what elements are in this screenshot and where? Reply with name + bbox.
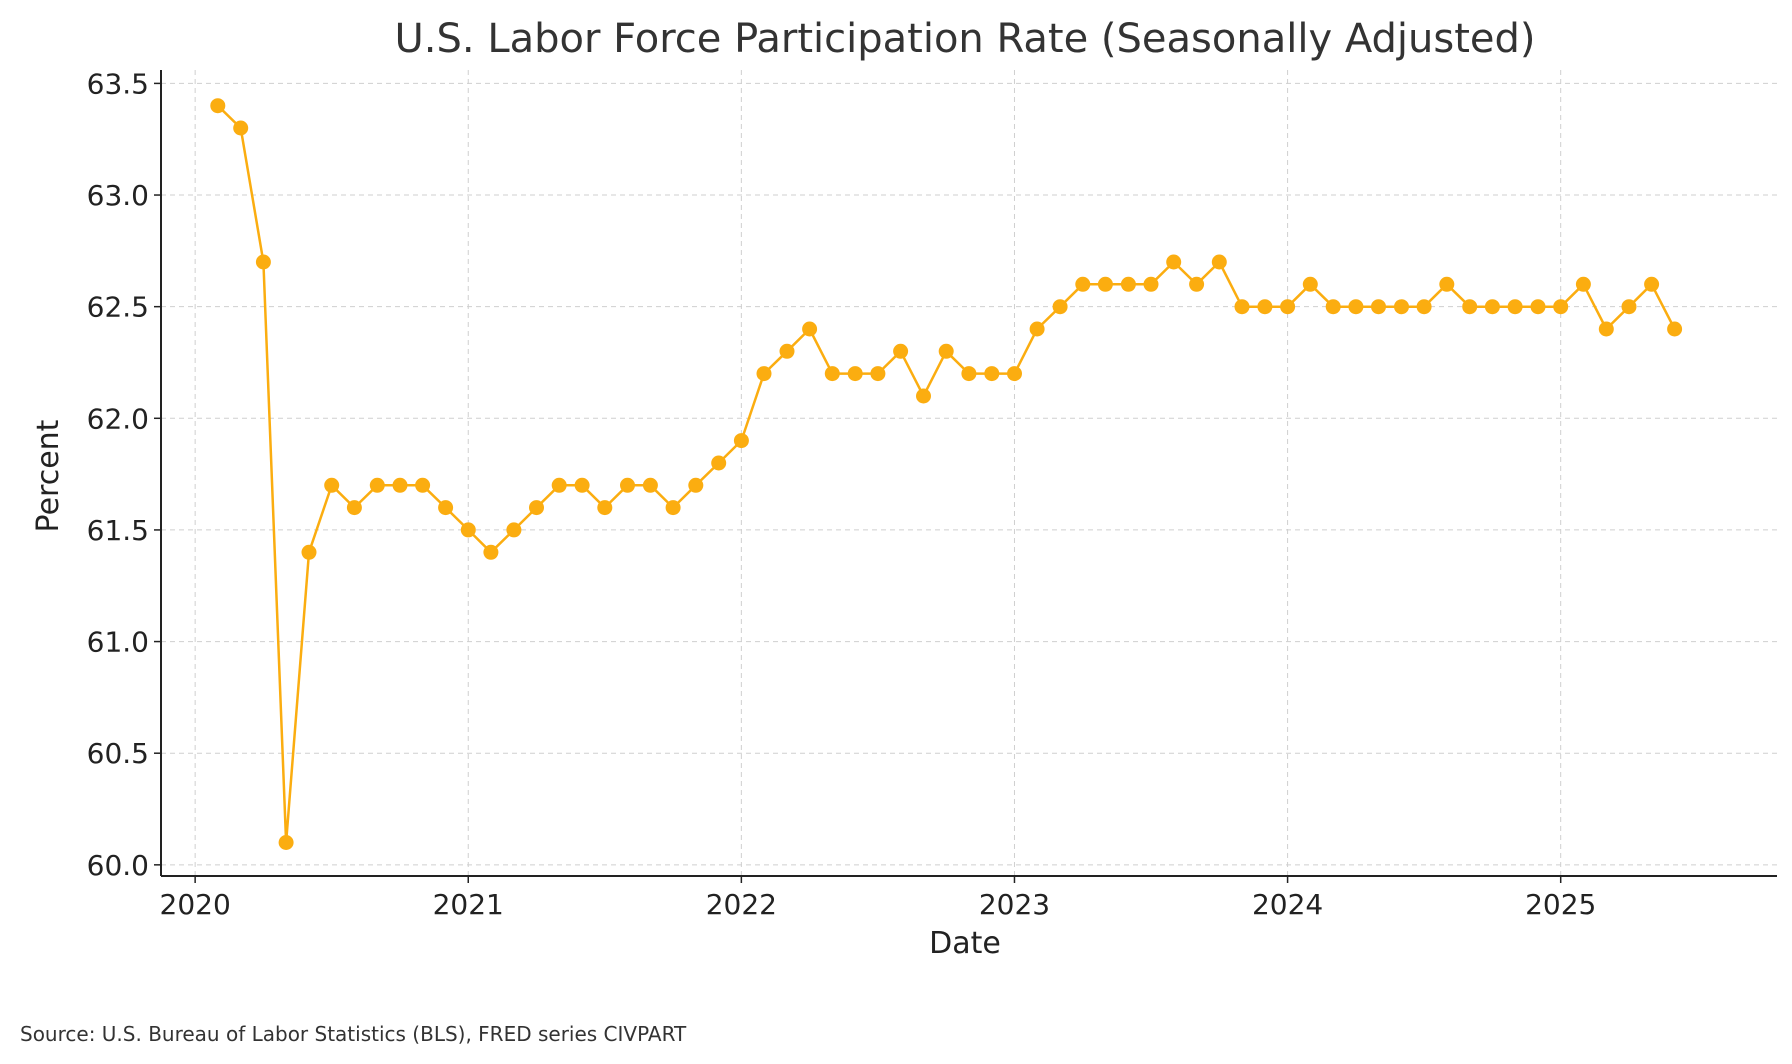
data-point bbox=[1530, 299, 1546, 315]
data-point bbox=[984, 366, 1000, 382]
data-point bbox=[210, 98, 226, 114]
y-tick-label: 61.0 bbox=[87, 626, 149, 659]
data-point bbox=[483, 544, 499, 560]
x-tick-label: 2022 bbox=[706, 888, 777, 921]
y-tick-label: 61.5 bbox=[87, 514, 149, 547]
y-tick-label: 62.5 bbox=[87, 291, 149, 324]
data-point bbox=[1166, 254, 1182, 270]
data-point bbox=[1302, 276, 1318, 292]
data-point bbox=[1143, 276, 1159, 292]
data-point bbox=[1644, 276, 1660, 292]
y-tick-label: 60.5 bbox=[87, 737, 149, 770]
data-point bbox=[233, 120, 249, 136]
data-point bbox=[346, 500, 362, 516]
data-point bbox=[1029, 321, 1045, 337]
data-point bbox=[688, 477, 704, 493]
data-point bbox=[278, 835, 294, 850]
data-point bbox=[1598, 321, 1614, 337]
data-point bbox=[1621, 299, 1637, 315]
data-point bbox=[1325, 299, 1341, 315]
data-point bbox=[529, 500, 544, 516]
x-tick-label: 2023 bbox=[979, 888, 1050, 921]
data-point bbox=[916, 388, 931, 404]
data-point bbox=[665, 500, 681, 516]
data-point bbox=[369, 477, 385, 493]
data-point bbox=[1120, 276, 1136, 292]
y-tick-label: 63.0 bbox=[87, 179, 149, 212]
data-point bbox=[597, 500, 613, 516]
series-layer bbox=[210, 98, 1683, 850]
x-tick-label: 2021 bbox=[433, 888, 504, 921]
source-note: Source: U.S. Bureau of Labor Statistics … bbox=[20, 1022, 687, 1046]
data-point bbox=[392, 477, 408, 493]
y-tick-label: 60.0 bbox=[87, 849, 149, 882]
data-point bbox=[506, 522, 522, 538]
data-point bbox=[870, 366, 886, 382]
data-point bbox=[893, 343, 909, 359]
data-point bbox=[301, 544, 317, 560]
data-point bbox=[1575, 276, 1591, 292]
data-point bbox=[1484, 299, 1500, 315]
ticks: 2020 2021 2022 2023 2024 2025 60.0 60.5 61.0 61.5… bbox=[87, 67, 1597, 921]
data-point bbox=[460, 522, 476, 538]
series-line bbox=[216, 104, 1676, 844]
y-tick-label: 63.5 bbox=[87, 67, 149, 100]
data-point bbox=[1507, 299, 1523, 315]
y-axis-label: Percent bbox=[31, 419, 66, 532]
data-point bbox=[1097, 276, 1113, 292]
data-point bbox=[551, 477, 567, 493]
data-point bbox=[574, 477, 590, 493]
x-tick-label: 2025 bbox=[1525, 888, 1596, 921]
data-point bbox=[1371, 299, 1386, 315]
data-point bbox=[1439, 276, 1455, 292]
data-point bbox=[1416, 299, 1432, 315]
data-point bbox=[324, 477, 340, 493]
data-point bbox=[779, 343, 795, 359]
data-point bbox=[824, 366, 840, 382]
data-point bbox=[756, 366, 772, 382]
data-point bbox=[802, 321, 818, 337]
data-point bbox=[255, 254, 271, 270]
data-point bbox=[1462, 299, 1478, 315]
data-point bbox=[1257, 299, 1273, 315]
data-point bbox=[438, 500, 454, 516]
data-point bbox=[1348, 299, 1364, 315]
data-point bbox=[1394, 299, 1409, 315]
data-point bbox=[415, 477, 431, 493]
data-point bbox=[1075, 276, 1091, 292]
axes bbox=[160, 70, 1777, 877]
data-point bbox=[711, 455, 727, 471]
data-point bbox=[1234, 299, 1250, 315]
data-point bbox=[847, 366, 863, 382]
data-point bbox=[1052, 299, 1068, 315]
data-point bbox=[938, 343, 954, 359]
data-point bbox=[1280, 299, 1296, 315]
y-tick-label: 62.0 bbox=[87, 402, 149, 435]
x-tick-label: 2024 bbox=[1252, 888, 1323, 921]
data-point bbox=[961, 366, 977, 382]
data-point bbox=[620, 477, 635, 493]
data-point bbox=[733, 433, 749, 449]
x-axis-label: Date bbox=[929, 926, 1001, 961]
data-point bbox=[1189, 276, 1205, 292]
data-point bbox=[1553, 299, 1569, 315]
data-point bbox=[1211, 254, 1227, 270]
data-point bbox=[1007, 366, 1022, 382]
grid bbox=[161, 70, 1777, 876]
data-point bbox=[1667, 321, 1683, 337]
data-point bbox=[642, 477, 658, 493]
x-tick-label: 2020 bbox=[160, 888, 231, 921]
chart-title: U.S. Labor Force Participation Rate (Sea… bbox=[395, 16, 1536, 62]
